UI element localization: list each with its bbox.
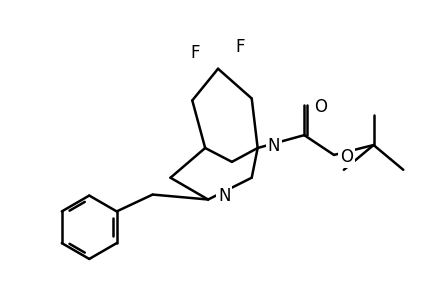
Text: O: O xyxy=(314,98,327,116)
Text: F: F xyxy=(191,44,200,62)
Text: N: N xyxy=(267,137,280,155)
Text: O: O xyxy=(340,148,353,166)
Text: N: N xyxy=(218,187,231,205)
Text: F: F xyxy=(236,38,245,56)
